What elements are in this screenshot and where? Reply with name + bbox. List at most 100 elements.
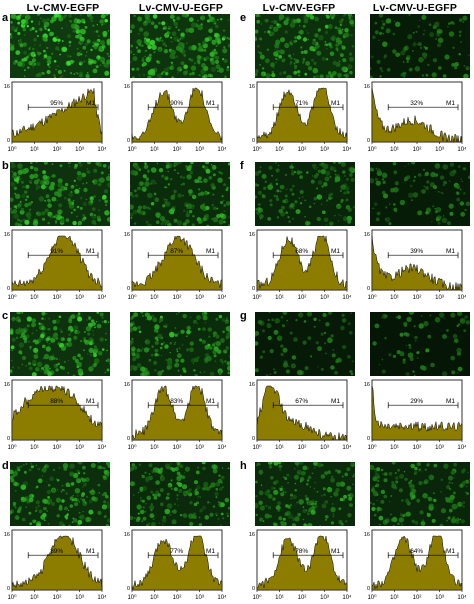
micrograph-b-cmv-u: [130, 162, 230, 226]
gate-percent: 32%: [410, 100, 423, 107]
gate-percent: 64%: [410, 548, 423, 555]
gate-label: M1: [331, 548, 340, 555]
x-tick-label: 10⁰: [127, 146, 137, 153]
x-tick-label: 10⁴: [97, 146, 106, 153]
gate-percent: 95%: [50, 100, 63, 107]
x-tick-label: 10⁰: [7, 594, 17, 601]
x-tick-label: 10³: [195, 595, 204, 601]
gate-percent: 71%: [295, 100, 308, 107]
histogram-area: [371, 235, 463, 291]
y-top-label: 16: [364, 532, 370, 538]
histogram-h-cmv: 78% M1 16 0 10⁰ 10¹ 10² 10³ 10⁴: [247, 528, 351, 604]
column-header-1: Lv-CMV-EGFP: [26, 2, 100, 14]
histogram-area: [256, 235, 348, 291]
gate-label: M1: [446, 248, 455, 255]
x-tick-label: 10⁴: [457, 146, 466, 153]
y-bottom-label: 0: [252, 286, 255, 292]
x-tick-label: 10¹: [275, 595, 284, 601]
x-tick-label: 10²: [298, 445, 307, 451]
gate-percent: 89%: [50, 548, 63, 555]
histogram-c-cmv-u: 83% M1 16 0 10⁰ 10¹ 10² 10³ 10⁴: [122, 378, 226, 454]
histogram-g-cmv-u: 29% M1 16 0 10⁰ 10¹ 10² 10³ 10⁴: [362, 378, 466, 454]
x-tick-label: 10¹: [30, 147, 39, 153]
panel-letter-e: e: [240, 12, 247, 24]
histogram-area: [371, 87, 463, 143]
x-tick-label: 10⁴: [342, 444, 351, 451]
x-tick-label: 10³: [435, 595, 444, 601]
y-bottom-label: 0: [367, 138, 370, 144]
column-header-2: Lv-CMV-U-EGFP: [138, 2, 224, 14]
x-tick-label: 10²: [173, 295, 182, 301]
histogram-a-cmv-u: 90% M1 16 0 10⁰ 10¹ 10² 10³ 10⁴: [122, 80, 226, 156]
micrograph-a-cmv-u: [130, 14, 230, 78]
x-tick-label: 10²: [173, 147, 182, 153]
gate-percent: 78%: [295, 548, 308, 555]
x-tick-label: 10⁴: [342, 146, 351, 153]
histogram-area: [11, 535, 103, 591]
histogram-area: [11, 235, 103, 291]
x-tick-label: 10¹: [275, 147, 284, 153]
micrograph-e-cmv-u: [370, 14, 470, 78]
x-tick-label: 10³: [75, 295, 84, 301]
gate-percent: 77%: [170, 548, 183, 555]
micrograph-c-cmv: [10, 312, 110, 376]
x-tick-label: 10⁰: [7, 294, 17, 301]
x-tick-label: 10⁰: [127, 594, 137, 601]
histogram-area: [256, 385, 348, 441]
histogram-area: [131, 535, 223, 591]
panel-letter-c: c: [2, 310, 9, 322]
micrograph-a-cmv: [10, 14, 110, 78]
histogram-g-cmv: 67% M1 16 0 10⁰ 10¹ 10² 10³ 10⁴: [247, 378, 351, 454]
x-tick-label: 10¹: [150, 147, 159, 153]
x-tick-label: 10⁴: [97, 294, 106, 301]
y-bottom-label: 0: [367, 436, 370, 442]
x-tick-label: 10⁰: [7, 444, 17, 451]
histogram-d-cmv: 89% M1 16 0 10⁰ 10¹ 10² 10³ 10⁴: [2, 528, 106, 604]
micrograph-c-cmv-u: [130, 312, 230, 376]
micrograph-d-cmv-u: [130, 462, 230, 526]
panel-letter-h: h: [240, 460, 247, 472]
histogram-a-cmv: 95% M1 16 0 10⁰ 10¹ 10² 10³ 10⁴: [2, 80, 106, 156]
x-tick-label: 10⁴: [217, 294, 226, 301]
x-tick-label: 10²: [53, 147, 62, 153]
y-bottom-label: 0: [252, 436, 255, 442]
y-top-label: 16: [249, 84, 255, 90]
y-bottom-label: 0: [127, 586, 130, 592]
y-bottom-label: 0: [7, 436, 10, 442]
y-bottom-label: 0: [127, 286, 130, 292]
x-tick-label: 10²: [173, 595, 182, 601]
x-tick-label: 10⁰: [367, 594, 377, 601]
y-top-label: 16: [4, 84, 10, 90]
histogram-area: [11, 385, 103, 441]
x-tick-label: 10⁰: [252, 594, 262, 601]
x-tick-label: 10¹: [30, 295, 39, 301]
x-tick-label: 10⁰: [252, 294, 262, 301]
micrograph-h-cmv-u: [370, 462, 470, 526]
gate-percent: 68%: [295, 248, 308, 255]
y-top-label: 16: [4, 532, 10, 538]
histogram-area: [256, 535, 348, 591]
y-bottom-label: 0: [252, 586, 255, 592]
y-bottom-label: 0: [7, 138, 10, 144]
micrograph-g-cmv-u: [370, 312, 470, 376]
x-tick-label: 10³: [320, 595, 329, 601]
y-top-label: 16: [364, 232, 370, 238]
x-tick-label: 10⁴: [97, 594, 106, 601]
micrograph-d-cmv: [10, 462, 110, 526]
x-tick-label: 10³: [75, 595, 84, 601]
x-tick-label: 10¹: [390, 595, 399, 601]
y-top-label: 16: [249, 382, 255, 388]
x-tick-label: 10⁰: [127, 444, 137, 451]
histogram-e-cmv-u: 32% M1 16 0 10⁰ 10¹ 10² 10³ 10⁴: [362, 80, 466, 156]
x-tick-label: 10⁰: [127, 294, 137, 301]
x-tick-label: 10⁴: [217, 444, 226, 451]
gate-label: M1: [206, 398, 215, 405]
panel-letter-a: a: [2, 12, 9, 24]
x-tick-label: 10¹: [275, 445, 284, 451]
y-top-label: 16: [124, 532, 130, 538]
x-tick-label: 10⁰: [367, 146, 377, 153]
x-tick-label: 10⁴: [217, 594, 226, 601]
y-bottom-label: 0: [127, 138, 130, 144]
x-tick-label: 10⁰: [7, 146, 17, 153]
gate-label: M1: [86, 248, 95, 255]
